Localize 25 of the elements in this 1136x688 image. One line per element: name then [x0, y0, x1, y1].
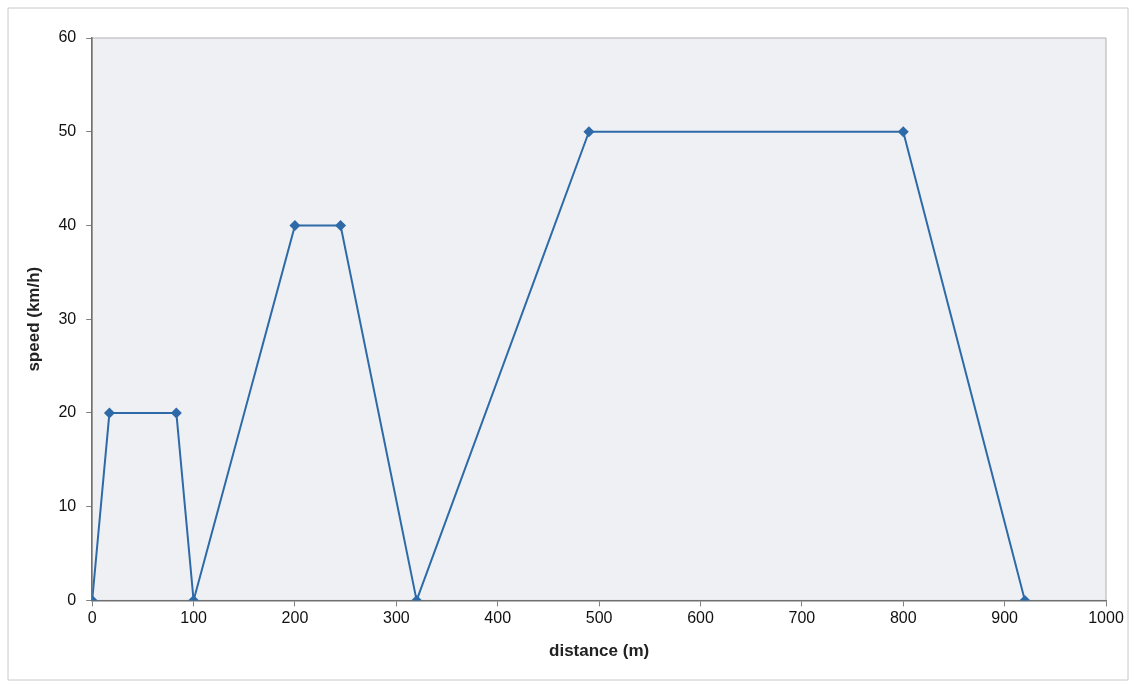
x-tick-label: 700	[788, 609, 816, 627]
x-tick-label: 800	[889, 609, 917, 627]
y-tick-label: 60	[58, 28, 77, 46]
x-tick-label: 300	[382, 609, 410, 627]
x-tick-label: 200	[281, 609, 309, 627]
y-tick-label: 30	[58, 309, 77, 327]
x-tick-label: 900	[991, 609, 1019, 627]
x-tick-label: 1000	[1088, 609, 1124, 627]
y-tick-label: 40	[58, 215, 77, 233]
y-tick-label: 20	[58, 403, 77, 421]
point	[335, 219, 347, 231]
x-tick-label: 500	[585, 609, 613, 627]
y-tick-label: 0	[67, 590, 77, 608]
x-tick-label: 100	[180, 609, 208, 627]
y-axis-title: speed (km/h)	[23, 266, 43, 372]
point	[289, 219, 301, 231]
y-tick-label: 10	[58, 497, 77, 515]
x-tick-label: 0	[87, 609, 97, 627]
point	[583, 126, 595, 138]
x-axis-title: distance (m)	[549, 641, 650, 661]
y-tick-label: 50	[58, 122, 77, 140]
point	[103, 407, 115, 419]
point	[897, 126, 909, 138]
x-tick-label: 600	[687, 609, 714, 627]
x-tick-label: 400	[484, 609, 512, 627]
